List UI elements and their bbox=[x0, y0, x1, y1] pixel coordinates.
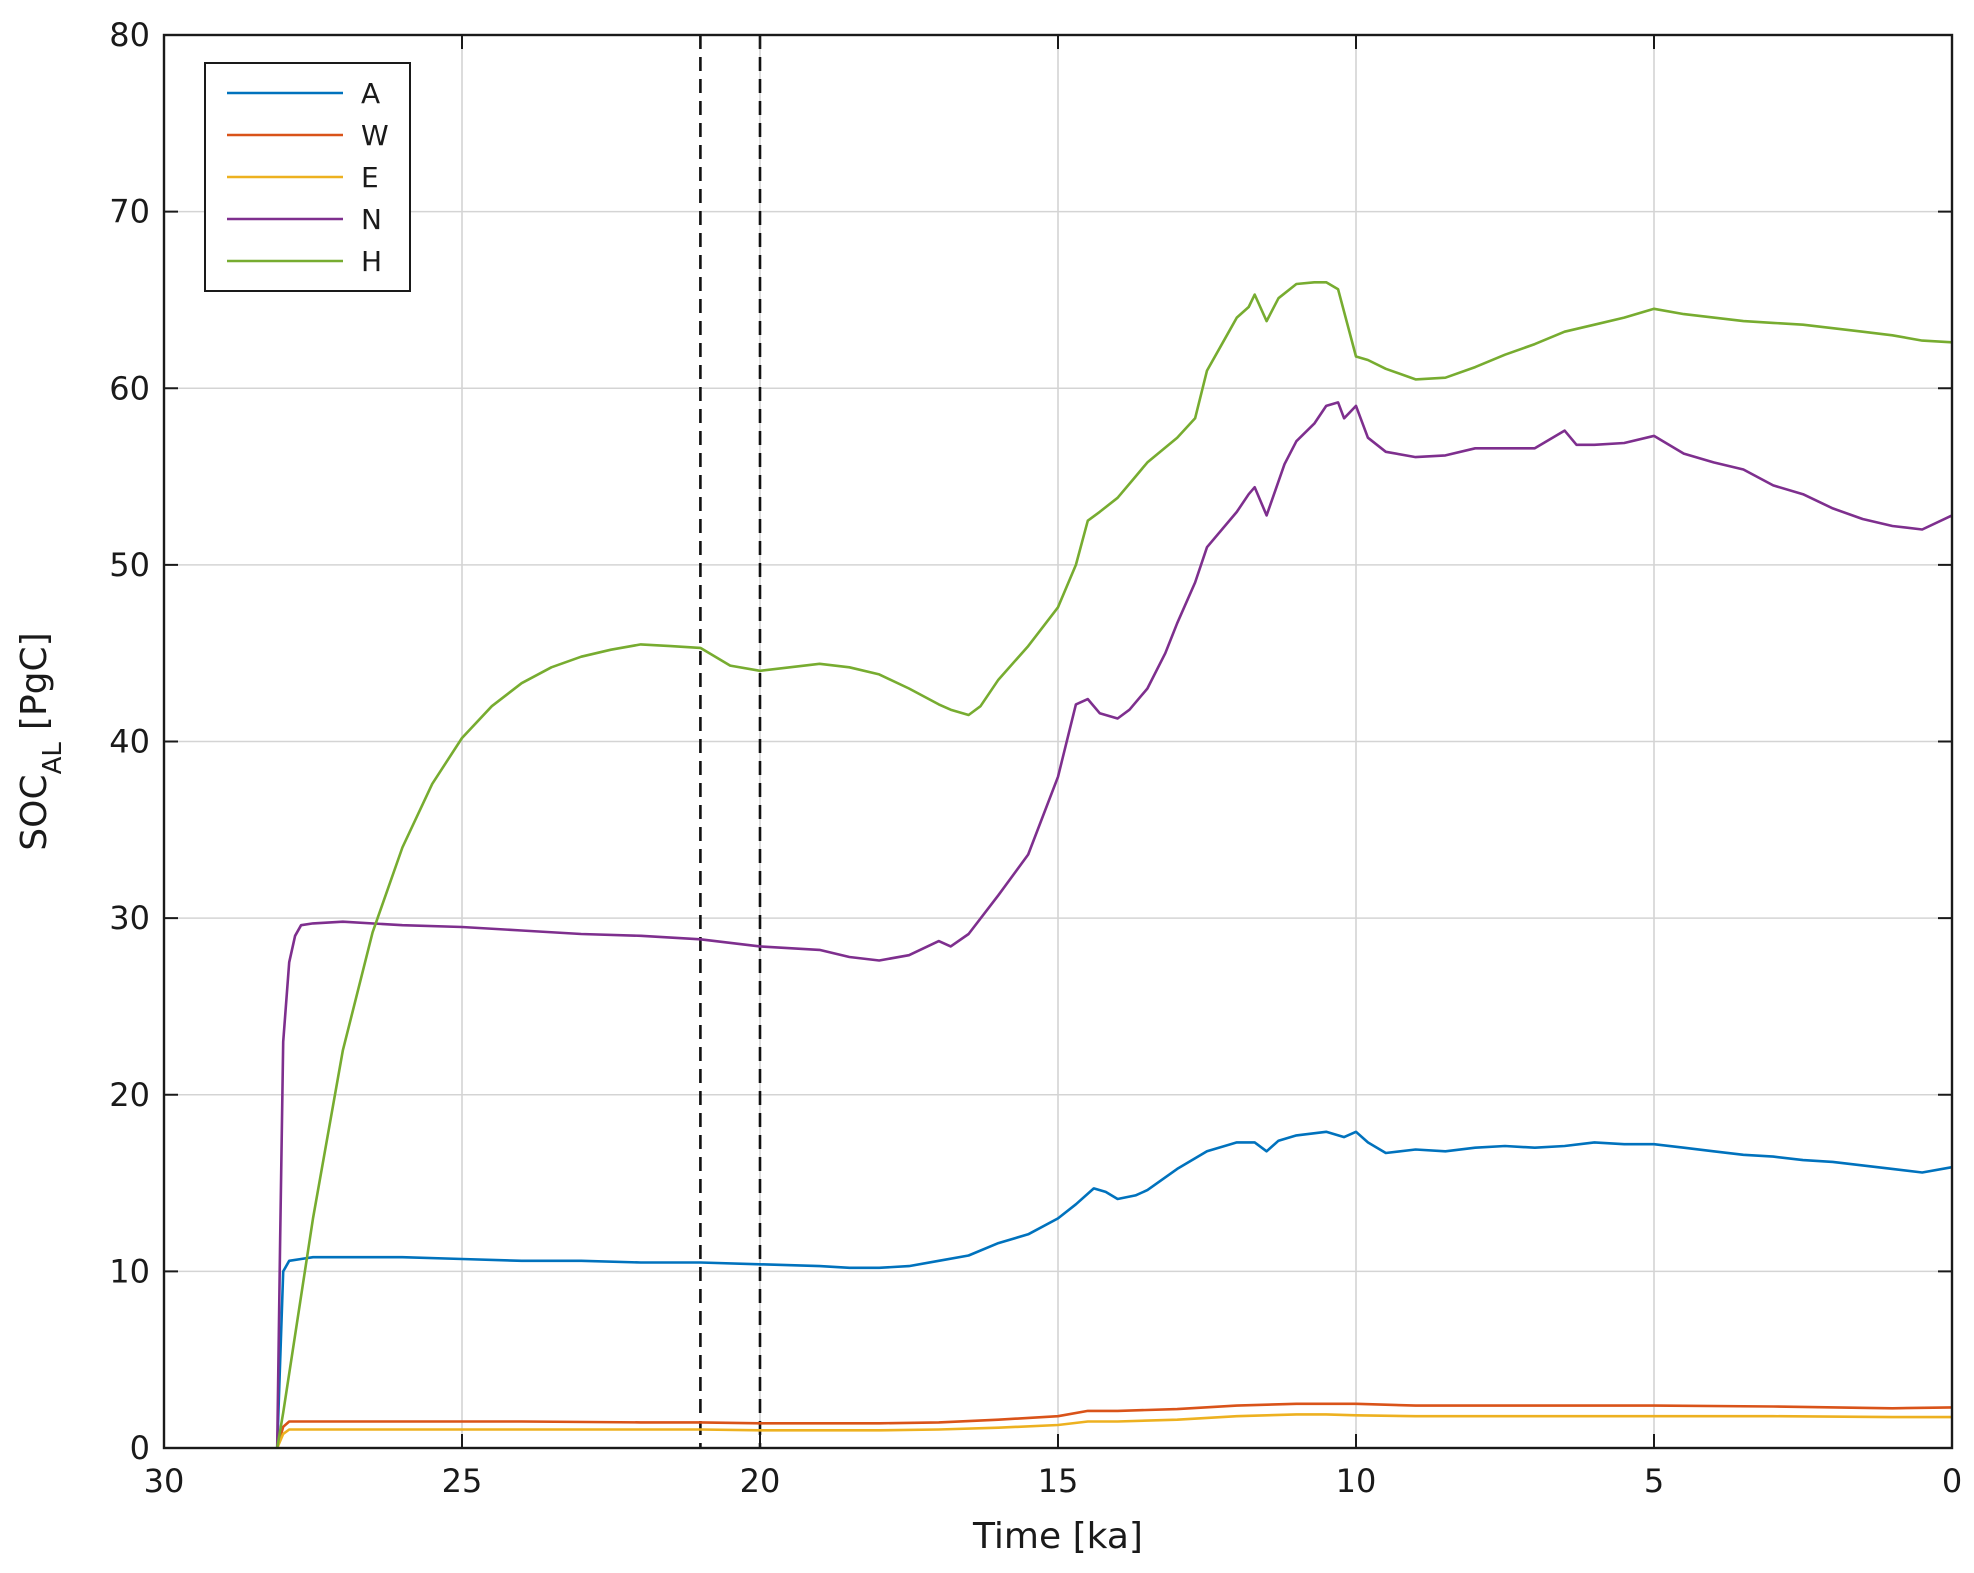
grid-lines bbox=[163, 34, 1953, 1449]
legend-label-N: N bbox=[361, 203, 382, 236]
y-tick-label: 10 bbox=[109, 1252, 150, 1290]
y-tick-label: 30 bbox=[109, 899, 150, 937]
series-line-E bbox=[276, 1413, 1952, 1449]
series-line-H bbox=[275, 281, 1953, 1449]
y-tick-label: 0 bbox=[130, 1429, 150, 1467]
legend-label-E: E bbox=[361, 161, 379, 194]
x-tick-label: 20 bbox=[740, 1462, 781, 1500]
y-axis-title-main: SOC bbox=[14, 774, 55, 850]
series-line-A bbox=[275, 1130, 1953, 1449]
x-tick-label: 0 bbox=[1942, 1462, 1962, 1500]
y-tick-label: 20 bbox=[109, 1076, 150, 1114]
series-line-N bbox=[275, 401, 1953, 1449]
x-tick-label: 15 bbox=[1038, 1462, 1079, 1500]
x-tick-label: 10 bbox=[1336, 1462, 1377, 1500]
y-tick-label: 50 bbox=[109, 546, 150, 584]
y-tick-label: 60 bbox=[109, 369, 150, 407]
series-line-W bbox=[275, 1402, 1953, 1449]
y-tick-label: 80 bbox=[109, 16, 150, 54]
y-axis-title-unit: [PgC] bbox=[14, 632, 55, 730]
x-tick-label: 25 bbox=[442, 1462, 483, 1500]
x-axis-title: Time [ka] bbox=[972, 1516, 1143, 1557]
axis-ticks bbox=[163, 34, 1953, 1449]
legend-label-A: A bbox=[361, 77, 380, 110]
y-axis-title-subscript: AL bbox=[38, 742, 68, 775]
series-layer bbox=[275, 281, 1953, 1449]
legend-label-H: H bbox=[361, 245, 382, 278]
vertical-markers bbox=[699, 35, 762, 1448]
x-tick-label: 5 bbox=[1644, 1462, 1664, 1500]
y-tick-label: 70 bbox=[109, 193, 150, 231]
y-tick-label: 40 bbox=[109, 723, 150, 761]
y-axis-title: SOCAL [PgC] bbox=[14, 632, 68, 850]
x-tick-label: 30 bbox=[144, 1462, 185, 1500]
legend-label-W: W bbox=[361, 119, 389, 152]
